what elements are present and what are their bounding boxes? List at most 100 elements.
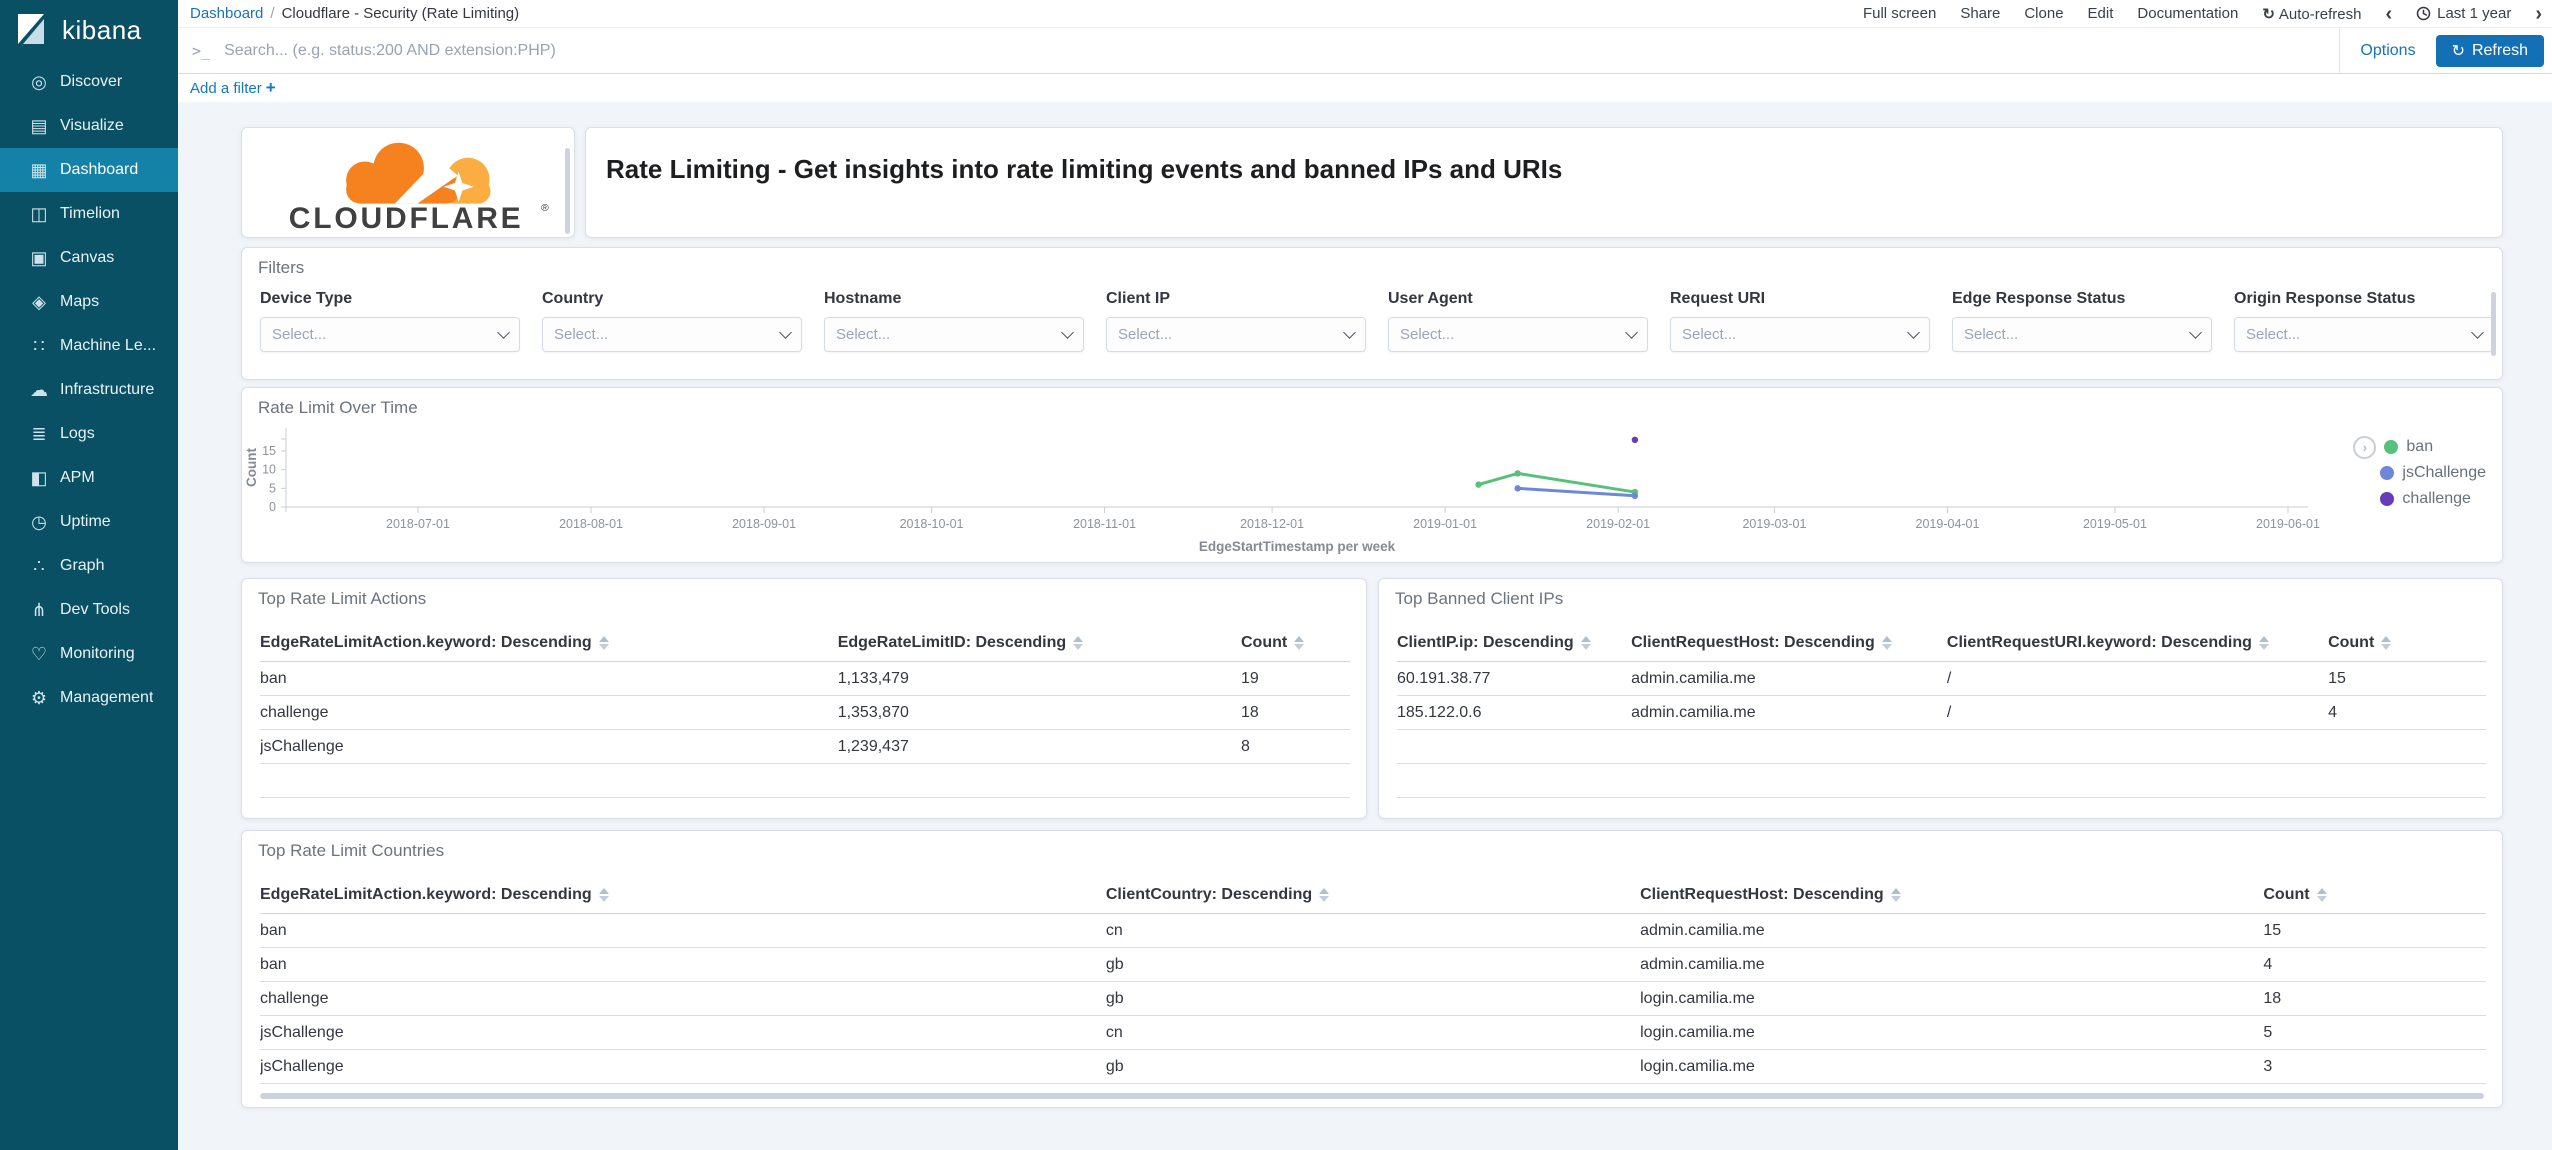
table-cell: ban (260, 947, 1106, 982)
table-cell: / (1946, 661, 2329, 696)
table-empty-cell (1631, 729, 1947, 764)
column-header-label: ClientCountry: Descending (1105, 886, 1313, 903)
breadcrumb-dashboard-link[interactable]: Dashboard (190, 5, 264, 22)
column-header-label: EdgeRateLimitAction.keyword: Descending (260, 886, 592, 903)
table-row: challenge gb login.camilia.me 18 (260, 981, 2486, 1016)
filter-select-request-uri[interactable]: Select... (1670, 317, 1930, 352)
sort-icon[interactable] (1319, 887, 1330, 902)
column-header[interactable]: Count (1240, 625, 1350, 662)
menu-item-share[interactable]: Share (1960, 5, 2001, 22)
logo-panel-scrollbar[interactable] (565, 148, 570, 234)
legend-dot-challenge (2380, 492, 2395, 506)
table-empty-cell (1397, 763, 1632, 798)
time-forward-chevron-icon[interactable]: › (2535, 2, 2542, 25)
dashboard-description-title: Rate Limiting - Get insights into rate l… (606, 154, 1563, 184)
column-header[interactable]: EdgeRateLimitAction.keyword: Descending (260, 625, 838, 662)
top-menu: Full screen Share Clone Edit Documentation ↻… (1863, 4, 2542, 24)
sidebar-item-logs[interactable]: ≣ Logs (0, 412, 178, 456)
sort-icon[interactable] (2316, 887, 2327, 902)
sidebar-item-label: Monitoring (60, 645, 135, 662)
sidebar-item-maps[interactable]: ◈ Maps (0, 280, 178, 324)
table-empty-row (1397, 729, 2486, 764)
table-cell: 4 (2263, 947, 2486, 982)
countries-table-horizontal-scrollbar[interactable] (260, 1093, 2484, 1099)
sort-icon[interactable] (1890, 887, 1901, 902)
sort-icon[interactable] (1294, 635, 1305, 650)
refresh-button[interactable]: ↻ Refresh (2435, 34, 2544, 67)
sort-icon[interactable] (1881, 635, 1892, 650)
sidebar-item-timelion[interactable]: ◫ Timelion (0, 192, 178, 236)
filter-select-device-type[interactable]: Select... (260, 317, 520, 352)
sort-icon[interactable] (2381, 635, 2392, 650)
column-header[interactable]: Count (2328, 625, 2486, 662)
legend-label-challenge[interactable]: challenge (2402, 490, 2471, 507)
menu-item-clone[interactable]: Clone (2024, 5, 2064, 22)
menu-item-documentation[interactable]: Documentation (2137, 5, 2239, 22)
column-header[interactable]: ClientRequestHost: Descending (1640, 877, 2264, 914)
sidebar-item-monitoring[interactable]: ♡ Monitoring (0, 632, 178, 676)
sidebar-item-dashboard[interactable]: ▦ Dashboard (0, 148, 178, 192)
table-cell: 60.191.38.77 (1397, 661, 1632, 696)
sidebar-item-apm[interactable]: ◧ APM (0, 456, 178, 500)
options-link[interactable]: Options (2360, 41, 2416, 59)
filter-select-user-agent[interactable]: Select... (1388, 317, 1648, 352)
sidebar-item-visualize[interactable]: ▤ Visualize (0, 104, 178, 148)
sort-icon[interactable] (2258, 635, 2269, 650)
countries-panel-title: Top Rate Limit Countries (258, 841, 445, 860)
column-header[interactable]: Count (2263, 877, 2486, 914)
filter-select-edge-response-status[interactable]: Select... (1952, 317, 2212, 352)
table-row: jsChallenge gb login.camilia.me 3 (260, 1049, 2486, 1084)
column-header[interactable]: ClientRequestURI.keyword: Descending (1946, 625, 2329, 662)
search-input[interactable] (222, 40, 2340, 61)
menu-item-edit[interactable]: Edit (2087, 5, 2114, 22)
actions-panel-title: Top Rate Limit Actions (258, 589, 427, 608)
time-range-picker[interactable]: Last 1 year (2416, 5, 2511, 22)
sort-icon[interactable] (598, 887, 609, 902)
select-placeholder: Select... (272, 326, 327, 343)
table-empty-cell (2328, 729, 2486, 764)
time-back-chevron-icon[interactable]: ‹ (2385, 2, 2393, 25)
filter-bar: Add a filter + (178, 74, 2552, 102)
legend-label-jschallenge[interactable]: jsChallenge (2402, 464, 2486, 481)
select-placeholder: Select... (1400, 326, 1455, 343)
breadcrumb-separator: / (270, 5, 275, 22)
table-row: jsChallenge 1,239,437 8 (260, 729, 1350, 764)
svg-text:2019-03-01: 2019-03-01 (1742, 517, 1806, 531)
select-placeholder: Select... (1682, 326, 1737, 343)
chevron-down-icon (1343, 326, 1356, 339)
filter-select-origin-response-status[interactable]: Select... (2234, 317, 2494, 352)
column-header[interactable]: ClientRequestHost: Descending (1631, 625, 1947, 662)
column-header[interactable]: EdgeRateLimitID: Descending (837, 625, 1241, 662)
filter-select-client-ip[interactable]: Select... (1106, 317, 1366, 352)
auto-refresh-button[interactable]: ↻ Auto-refresh (2262, 5, 2362, 23)
select-placeholder: Select... (836, 326, 891, 343)
column-header-label: ClientRequestURI.keyword: Descending (1946, 634, 2252, 651)
filters-panel-scrollbar[interactable] (2491, 292, 2496, 356)
table-cell: 15 (2328, 661, 2486, 696)
sidebar-item-uptime[interactable]: ◷ Uptime (0, 500, 178, 544)
table-cell: 1,133,479 (837, 661, 1241, 696)
legend-expand-icon[interactable]: › (2353, 435, 2377, 459)
sidebar-item-canvas[interactable]: ▣ Canvas (0, 236, 178, 280)
column-header[interactable]: ClientIP.ip: Descending (1397, 625, 1632, 662)
sort-icon[interactable] (598, 635, 609, 650)
kibana-logo[interactable]: kibana (0, 0, 178, 60)
sidebar-item-infrastructure[interactable]: ☁ Infrastructure (0, 368, 178, 412)
maps-pin-icon: ◈ (32, 291, 46, 312)
sidebar-item-machine-le[interactable]: ∷ Machine Le... (0, 324, 178, 368)
sort-icon[interactable] (1073, 635, 1084, 650)
column-header[interactable]: EdgeRateLimitAction.keyword: Descending (260, 877, 1106, 914)
sidebar-item-graph[interactable]: ∴ Graph (0, 544, 178, 588)
legend-label-ban[interactable]: ban (2406, 438, 2434, 455)
add-filter-link[interactable]: Add a filter + (190, 78, 276, 97)
filter-label: Origin Response Status (2234, 290, 2416, 307)
sidebar-item-discover[interactable]: ◎ Discover (0, 60, 178, 104)
sidebar-item-management[interactable]: ⚙ Management (0, 676, 178, 720)
filter-select-hostname[interactable]: Select... (824, 317, 1084, 352)
column-header[interactable]: ClientCountry: Descending (1105, 877, 1641, 914)
filter-label: Client IP (1106, 290, 1171, 307)
sidebar-item-dev-tools[interactable]: ⋔ Dev Tools (0, 588, 178, 632)
sort-icon[interactable] (1580, 635, 1591, 650)
filter-select-country[interactable]: Select... (542, 317, 802, 352)
menu-item-full-screen[interactable]: Full screen (1862, 5, 1937, 22)
